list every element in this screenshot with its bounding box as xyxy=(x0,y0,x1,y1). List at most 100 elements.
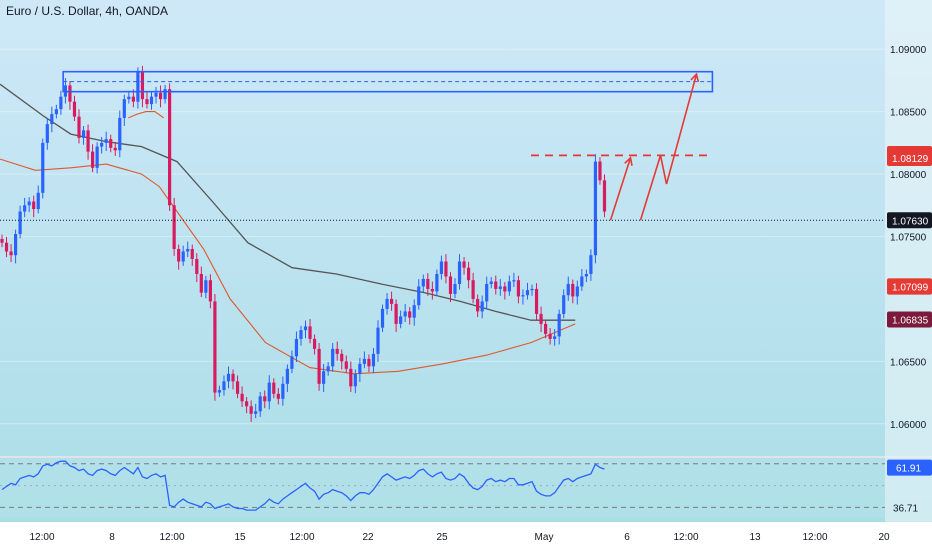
projection-arrow xyxy=(665,73,698,185)
candle-body xyxy=(394,303,398,324)
candle-body xyxy=(281,383,285,399)
candle-body xyxy=(516,280,521,297)
candle-body xyxy=(145,99,149,105)
candle-body xyxy=(358,363,362,374)
price-label-text: 1.07630 xyxy=(892,216,929,227)
rsi-background xyxy=(0,458,885,518)
candle-body xyxy=(602,180,607,212)
candle-body xyxy=(267,382,271,402)
x-tick-label: 12:00 xyxy=(673,532,698,543)
price-axis: 1.09000 1.08500 1.08000 1.07500 1.06500 1.060… xyxy=(885,0,932,550)
candle-body xyxy=(421,278,425,287)
candle-body xyxy=(439,261,444,274)
x-tick-label: 22 xyxy=(362,532,374,543)
candle-body xyxy=(353,373,357,387)
x-tick-label: 6 xyxy=(624,532,630,543)
candle-body xyxy=(362,358,366,364)
candle-body xyxy=(380,308,385,328)
candle-body xyxy=(208,280,212,302)
x-tick-label: 20 xyxy=(878,532,890,543)
candle-body xyxy=(68,85,72,102)
candle-body xyxy=(258,396,262,412)
candle-body xyxy=(512,280,516,282)
candle-body xyxy=(457,261,462,284)
candle-body xyxy=(303,326,308,331)
candles xyxy=(0,65,607,422)
projection-arrow xyxy=(659,155,668,185)
price-axis-bg xyxy=(885,0,932,550)
candle-body xyxy=(593,161,598,256)
candle-body xyxy=(118,117,122,151)
candle-body xyxy=(566,283,570,296)
candle-body xyxy=(13,234,18,256)
candle-body xyxy=(426,278,430,289)
ema-short-line xyxy=(128,111,165,119)
candle-body xyxy=(240,393,244,402)
rsi-tick-label: 36.71 xyxy=(893,503,918,514)
candle-body xyxy=(272,382,276,394)
candle-body xyxy=(95,146,99,168)
candle-body xyxy=(104,139,108,143)
candle-body xyxy=(335,348,339,354)
candle-body xyxy=(548,333,552,339)
price-label-text: 1.07099 xyxy=(892,283,929,294)
candle-body xyxy=(498,286,502,289)
candle-body xyxy=(254,411,258,414)
candle-body xyxy=(584,273,588,277)
candle-body xyxy=(308,326,312,339)
candle-body xyxy=(41,142,45,193)
candle-body xyxy=(9,251,13,256)
candle-body xyxy=(81,130,86,138)
candle-body xyxy=(580,276,584,287)
candle-body xyxy=(412,305,416,318)
price-label-box xyxy=(887,278,932,295)
candle-body xyxy=(177,248,181,262)
candle-body xyxy=(466,267,471,281)
candle-body xyxy=(589,255,593,274)
candle-body xyxy=(367,358,371,367)
y-tick-label: 1.06000 xyxy=(890,420,927,431)
chart-title: Euro / U.S. Dollar, 4h, OANDA xyxy=(6,4,169,18)
y-tick-label: 1.09000 xyxy=(890,45,927,56)
candle-body xyxy=(326,366,330,372)
candle-body xyxy=(503,286,507,292)
candle-body xyxy=(109,139,113,148)
y-tick-label: 1.07500 xyxy=(890,233,927,244)
candle-body xyxy=(195,258,199,274)
y-tick-label: 1.08000 xyxy=(890,170,927,181)
arrow-head xyxy=(690,72,700,83)
projection-arrow xyxy=(609,157,632,221)
candle-body xyxy=(23,205,27,212)
candle-body xyxy=(539,313,543,324)
candle-body xyxy=(340,353,344,362)
candle-body xyxy=(100,142,104,147)
candle-body xyxy=(140,71,145,100)
x-tick-label: 12:00 xyxy=(289,532,314,543)
candle-body xyxy=(217,390,222,393)
candle-body xyxy=(249,406,253,414)
candle-body xyxy=(444,261,448,277)
candle-body xyxy=(521,295,525,297)
candle-body xyxy=(32,201,36,210)
candle-body xyxy=(54,109,58,115)
candle-body xyxy=(45,124,49,143)
rsi-line xyxy=(1,460,605,511)
candle-body xyxy=(534,288,539,314)
candle-body xyxy=(77,116,81,138)
candle-body xyxy=(494,281,498,289)
candle-body xyxy=(276,393,280,399)
x-tick-label: 25 xyxy=(436,532,448,543)
rsi-current-label: 61.91 xyxy=(896,464,921,475)
candle-body xyxy=(462,261,466,268)
candle-body xyxy=(331,348,335,367)
candle-body xyxy=(448,276,453,294)
arrow-head xyxy=(624,156,633,166)
candle-body xyxy=(199,273,203,293)
price-label-box xyxy=(887,212,932,229)
candle-body xyxy=(562,295,566,314)
candle-body xyxy=(190,248,194,259)
candle-body xyxy=(154,92,158,97)
time-axis: 12:00 8 12:00 15 12:00 22 25 May 6 12:00 13 12:00 20 xyxy=(0,522,932,550)
